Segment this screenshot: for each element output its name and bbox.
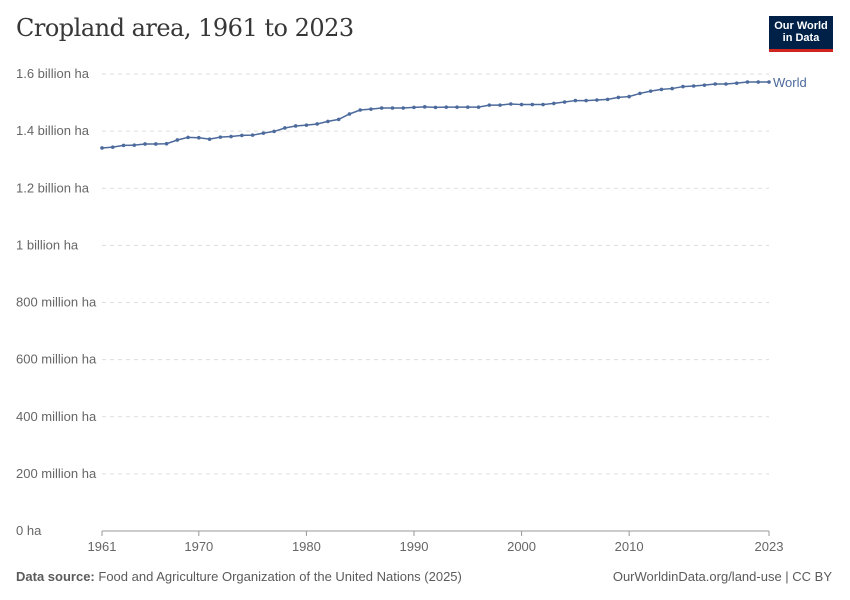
source-label: Data source: (16, 569, 95, 584)
x-tick-label: 2010 (615, 539, 644, 554)
x-tick-label: 1990 (400, 539, 429, 554)
data-point (110, 145, 115, 149)
data-point (509, 102, 513, 106)
data-point (347, 112, 352, 116)
data-point (702, 83, 707, 87)
data-point (691, 84, 696, 88)
data-point (283, 126, 287, 130)
data-point (476, 105, 481, 109)
data-point (132, 143, 137, 147)
x-tick-label: 1970 (184, 539, 213, 554)
x-tick-label: 1961 (88, 539, 117, 554)
data-point (541, 102, 545, 107)
data-point (455, 105, 459, 109)
data-point (197, 135, 201, 140)
data-point (659, 87, 664, 92)
data-point (186, 135, 190, 140)
data-point (326, 119, 330, 124)
data-point (433, 105, 438, 110)
data-point (595, 98, 599, 102)
data-point (304, 123, 309, 127)
data-point (627, 94, 631, 99)
data-point (100, 146, 104, 150)
data-point (175, 138, 180, 142)
data-point (487, 103, 492, 107)
data-point (444, 105, 449, 109)
data-point (401, 106, 406, 110)
data-point (605, 97, 610, 102)
data-point (584, 98, 588, 103)
y-tick-label: 200 million ha (16, 466, 97, 481)
data-point (648, 89, 653, 93)
data-point (218, 135, 223, 139)
data-point (143, 142, 147, 146)
data-point (681, 84, 685, 89)
x-tick-label: 2023 (755, 539, 784, 554)
data-point (390, 106, 395, 110)
data-point (724, 82, 728, 86)
data-point (240, 133, 244, 138)
data-point (272, 129, 276, 134)
data-point (336, 117, 341, 122)
data-point (315, 122, 319, 126)
data-point (379, 106, 384, 110)
logo-line2: in Data (782, 32, 820, 44)
y-tick-label: 1.2 billion ha (16, 180, 90, 195)
series-line (101, 81, 769, 149)
data-point (412, 105, 416, 110)
data-point (121, 143, 126, 148)
data-point (519, 102, 524, 107)
data-point (670, 86, 674, 91)
x-tick-label: 1980 (292, 539, 321, 554)
data-point (573, 98, 578, 103)
x-tick-label: 2000 (507, 539, 536, 554)
data-point (229, 134, 233, 139)
y-tick-label: 1 billion ha (16, 237, 79, 252)
y-tick-label: 1.4 billion ha (16, 123, 90, 138)
data-source: Data source: Food and Agriculture Organi… (16, 569, 462, 584)
data-point (734, 81, 739, 85)
data-point (369, 107, 373, 111)
data-point (153, 142, 158, 146)
logo-line1: Our World (774, 20, 828, 32)
y-tick-label: 0 ha (16, 523, 42, 538)
y-tick-label: 1.6 billion ha (16, 66, 90, 81)
data-point (756, 80, 761, 84)
data-point (498, 103, 502, 107)
data-point (164, 141, 169, 146)
data-point (530, 102, 535, 107)
chart-title: Cropland area, 1961 to 2023 (16, 14, 354, 42)
source-text: Food and Agriculture Organization of the… (98, 569, 462, 584)
data-point (422, 105, 427, 109)
data-point (552, 101, 556, 106)
data-point (358, 108, 362, 112)
data-point (616, 95, 621, 100)
data-point (261, 131, 266, 135)
owid-logo[interactable]: Our World in Data (769, 16, 833, 52)
footer-link[interactable]: OurWorldinData.org/land-use | CC BY (612, 569, 832, 584)
data-point (207, 137, 212, 141)
data-point (713, 82, 718, 86)
data-point (562, 100, 567, 104)
series-label: World (773, 75, 807, 90)
data-point (465, 105, 470, 109)
data-point (745, 80, 750, 84)
y-tick-label: 400 million ha (16, 409, 97, 424)
data-point (767, 80, 771, 84)
data-point (250, 133, 255, 137)
data-point (638, 91, 642, 96)
y-tick-label: 800 million ha (16, 295, 97, 310)
data-point (293, 124, 298, 128)
y-tick-label: 600 million ha (16, 352, 97, 367)
